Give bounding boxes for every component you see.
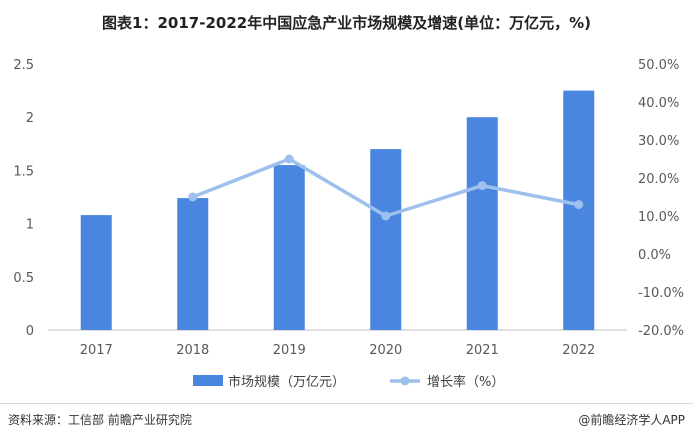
bar-2017 bbox=[80, 215, 112, 330]
chart-title: 图表1：2017-2022年中国应急产业市场规模及增速(单位：万亿元，%) bbox=[102, 14, 591, 32]
footer-divider bbox=[0, 403, 693, 404]
brand-note: @前瞻经济学人APP bbox=[578, 413, 685, 427]
y-left-tick-label: 0.5 bbox=[13, 271, 34, 286]
x-tick-label: 2019 bbox=[273, 343, 306, 358]
line-series bbox=[188, 154, 584, 221]
y-right-tick-label: 10.0% bbox=[638, 210, 679, 225]
y-left-tick-label: 1 bbox=[26, 218, 34, 233]
source-note: 资料来源：工信部 前瞻产业研究院 bbox=[8, 413, 192, 427]
legend-bar-swatch bbox=[193, 375, 223, 386]
y-right-tick-label: -10.0% bbox=[638, 286, 684, 301]
bar-2021 bbox=[466, 117, 498, 330]
x-tick-label: 2018 bbox=[176, 343, 209, 358]
line-point-2022 bbox=[574, 200, 584, 210]
legend-bar-label: 市场规模（万亿元） bbox=[228, 374, 345, 390]
y-left-tick-label: 0 bbox=[26, 324, 34, 339]
legend-line-marker bbox=[400, 376, 410, 386]
legend-line-label: 增长率（%） bbox=[427, 374, 504, 390]
y-right-tick-label: 0.0% bbox=[638, 248, 671, 263]
line-point-2019 bbox=[284, 154, 294, 164]
bar-2018 bbox=[177, 198, 209, 330]
line-point-2021 bbox=[477, 181, 487, 191]
bar-2020 bbox=[370, 149, 402, 330]
y-right-tick-label: 50.0% bbox=[638, 58, 679, 73]
y-right-tick-label: -20.0% bbox=[638, 324, 684, 339]
line-point-2018 bbox=[188, 192, 198, 202]
y-right-tick-label: 30.0% bbox=[638, 134, 679, 149]
y-left-tick-label: 1.5 bbox=[13, 164, 34, 179]
line-point-2020 bbox=[381, 211, 391, 221]
x-tick-label: 2017 bbox=[80, 343, 113, 358]
y-left-tick-label: 2 bbox=[26, 111, 34, 126]
y-right-tick-label: 40.0% bbox=[638, 96, 679, 111]
y-left-tick-label: 2.5 bbox=[13, 58, 34, 73]
bar-2019 bbox=[273, 165, 305, 330]
x-tick-label: 2021 bbox=[466, 343, 499, 358]
x-tick-label: 2020 bbox=[369, 343, 402, 358]
bar-2022 bbox=[563, 90, 595, 330]
chart-axes: 0 0.5 1 1.5 2 2.5 -20.0% -10.0% 0.0% 10.0% 20.0% 30… bbox=[13, 58, 684, 358]
bar-series bbox=[80, 90, 595, 330]
y-right-tick-label: 20.0% bbox=[638, 172, 679, 187]
x-tick-label: 2022 bbox=[562, 343, 595, 358]
chart-legend: 市场规模（万亿元） 增长率（%） bbox=[193, 374, 504, 390]
